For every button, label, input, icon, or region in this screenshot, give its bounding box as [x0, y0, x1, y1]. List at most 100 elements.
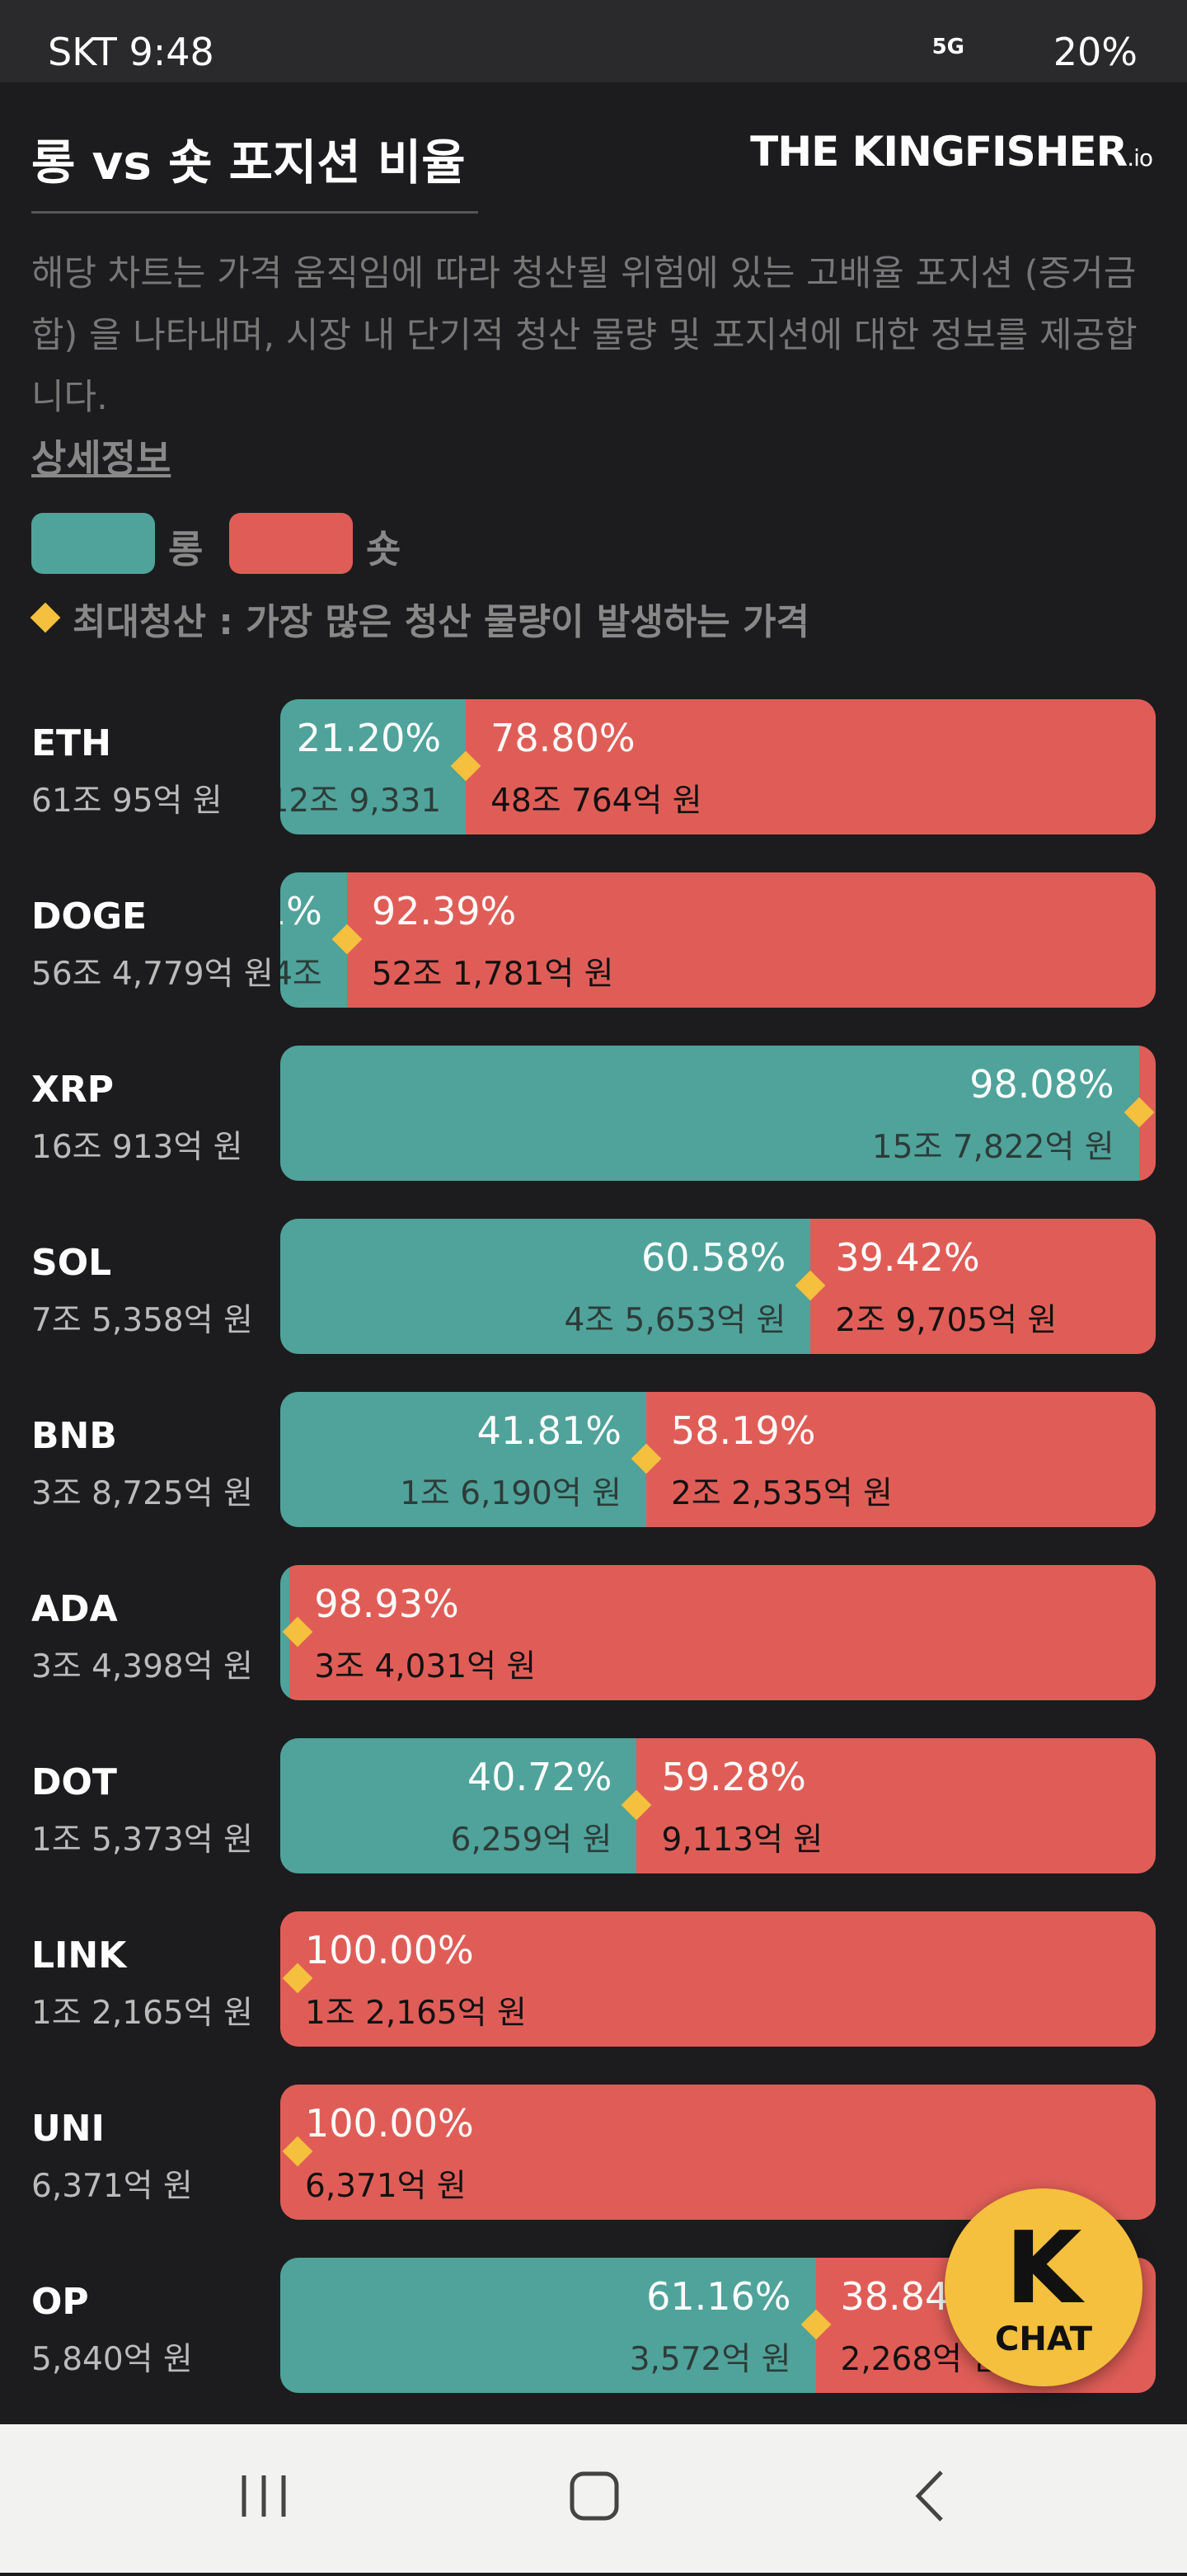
coin-total: 3조 8,725억 원: [31, 1475, 253, 1512]
coin-row: DOGE 56조 4,779억 원7.61% 4조 92.39% 52조 1,781억 …: [0, 872, 1187, 1008]
short-percent: 78.80%: [490, 716, 636, 760]
short-amount: 2조 2,535억 원: [671, 1475, 893, 1512]
short-percent: 92.39%: [371, 889, 517, 933]
coin-name: BNB: [31, 1415, 117, 1457]
recent-button[interactable]: [242, 2475, 286, 2517]
ratio-bar: 21.20% 12조 9,331 78.80% 48조 764억 원: [280, 699, 1156, 834]
short-segment: 100.00% 1조 2,165억 원: [280, 1911, 1156, 2047]
logo-suffix: .io: [1127, 144, 1153, 172]
coin-row: UNI 6,371억 원 100.00% 6,371억 원: [0, 2085, 1187, 2220]
legend-swatch-short: [229, 513, 353, 574]
short-segment: 78.80% 48조 764억 원: [466, 699, 1156, 834]
description: 해당 차트는 가격 움직임에 따라 청산될 위험에 있는 고배율 포지션 (증거…: [31, 253, 1138, 418]
coin-name: DOT: [31, 1761, 117, 1803]
coin-name: ADA: [31, 1588, 118, 1630]
long-segment: 61.16% 3,572억 원: [280, 2258, 816, 2393]
short-amount: 1조 2,165억 원: [305, 1995, 527, 2032]
chat-letter: K: [1005, 2212, 1082, 2326]
ratio-bar: 100.00% 1조 2,165억 원: [280, 1911, 1156, 2047]
short-amount: 6,371억 원: [305, 2168, 467, 2205]
coin-row: LINK 1조 2,165억 원 100.00% 1조 2,165억 원: [0, 1911, 1187, 2047]
long-percent: 60.58%: [640, 1235, 786, 1280]
page-title: 롱 vs 숏 포지션 비율: [31, 134, 466, 190]
coin-total: 16조 913억 원: [31, 1129, 243, 1166]
coin-row: XRP 16조 913억 원 98.08% 15조 7,822억 원: [0, 1046, 1187, 1181]
chat-button[interactable]: K CHAT: [945, 2188, 1142, 2386]
coin-total: 1조 2,165억 원: [31, 1995, 253, 2032]
short-segment: 39.42% 2조 9,705억 원: [810, 1219, 1156, 1354]
logo[interactable]: THE KINGFISHER.io: [750, 128, 1153, 176]
coin-row: BNB 3조 8,725억 원 41.81% 1조 6,190억 원 58.19% 2조 …: [0, 1392, 1187, 1527]
short-percent: 98.93%: [314, 1582, 459, 1626]
ratio-bar: 7.61% 4조 92.39% 52조 1,781억 원: [280, 872, 1156, 1008]
coin-total: 61조 95억 원: [31, 783, 223, 820]
divider: [31, 211, 478, 214]
chat-label: CHAT: [995, 2320, 1092, 2358]
legend-marker: [30, 602, 61, 633]
long-segment: 60.58% 4조 5,653억 원: [280, 1219, 811, 1354]
long-segment: 40.72% 6,259억 원: [280, 1738, 637, 1873]
status-bar: SKT 9:48 5G 20%: [0, 0, 1187, 82]
coin-name: OP: [31, 2281, 89, 2323]
short-percent: 100.00%: [305, 1928, 474, 1972]
back-button[interactable]: [915, 2470, 943, 2522]
long-amount: 3,572억 원: [629, 2341, 791, 2378]
coin-total: 3조 4,398억 원: [31, 1648, 253, 1685]
legend-max-liquidation: 최대청산 : 가장 많은 청산 물량이 발생하는 가격: [73, 601, 809, 643]
long-percent: 7.61%: [280, 889, 322, 933]
long-amount: 6,259억 원: [450, 1822, 612, 1859]
long-amount: 4조: [280, 956, 322, 993]
ratio-bar: 98.08% 15조 7,822억 원: [280, 1046, 1156, 1181]
battery: 20%: [1053, 30, 1138, 74]
detail-link[interactable]: 상세정보: [31, 436, 171, 481]
coin-name: UNI: [31, 2108, 105, 2150]
ratio-bar: 100.00% 6,371억 원: [280, 2085, 1156, 2220]
coin-name: SOL: [31, 1242, 112, 1284]
coin-row: SOL 7조 5,358억 원 60.58% 4조 5,653억 원 39.42% 2조 …: [0, 1219, 1187, 1354]
long-percent: 40.72%: [467, 1755, 612, 1799]
short-segment: 59.28% 9,113억 원: [636, 1738, 1156, 1873]
long-segment: 21.20% 12조 9,331: [280, 699, 467, 834]
long-amount: 15조 7,822억 원: [871, 1129, 1114, 1166]
long-segment: 98.08% 15조 7,822억 원: [280, 1046, 1139, 1181]
coin-total: 56조 4,779억 원: [31, 956, 274, 993]
home-button[interactable]: [570, 2471, 619, 2521]
coin-name: DOGE: [31, 895, 148, 938]
network: 5G: [931, 35, 964, 59]
coin-total: 5,840억 원: [31, 2341, 193, 2378]
short-amount: 9,113억 원: [661, 1822, 823, 1859]
logo-text: THE KINGFISHER: [750, 128, 1128, 176]
coin-name: LINK: [31, 1934, 127, 1977]
short-percent: 59.28%: [661, 1755, 806, 1799]
long-percent: 41.81%: [476, 1408, 622, 1453]
short-percent: 100.00%: [305, 2101, 474, 2146]
carrier-time: SKT 9:48: [48, 30, 214, 74]
long-percent: 98.08%: [969, 1062, 1114, 1107]
coin-name: XRP: [31, 1069, 115, 1111]
long-segment: 41.81% 1조 6,190억 원: [280, 1392, 647, 1527]
long-percent: 61.16%: [646, 2274, 791, 2319]
coin-total: 1조 5,373억 원: [31, 1822, 253, 1859]
coin-row: ETH 61조 95억 원 21.20% 12조 9,331 78.80% 48조 764…: [0, 699, 1187, 834]
short-amount: 2조 9,705억 원: [835, 1302, 1058, 1339]
short-amount: 52조 1,781억 원: [371, 956, 614, 993]
ratio-bar: 98.93% 3조 4,031억 원: [280, 1565, 1156, 1700]
long-amount: 1조 6,190억 원: [400, 1475, 622, 1512]
short-segment: 100.00% 6,371억 원: [280, 2085, 1156, 2220]
coin-row: DOT 1조 5,373억 원 40.72% 6,259억 원 59.28% 9,113억…: [0, 1738, 1187, 1873]
coin-name: ETH: [31, 722, 111, 764]
legend-short: 숏: [366, 527, 401, 571]
legend-swatch-long: [31, 513, 155, 574]
long-percent: 21.20%: [296, 716, 442, 760]
short-segment: 58.19% 2조 2,535억 원: [646, 1392, 1156, 1527]
coin-total: 6,371억 원: [31, 2168, 193, 2205]
short-segment: 98.93% 3조 4,031억 원: [289, 1565, 1156, 1700]
legend-long: 롱: [168, 527, 204, 571]
nav-icons: [242, 2470, 943, 2522]
short-percent: 58.19%: [671, 1408, 816, 1453]
coin-row: ADA 3조 4,398억 원 98.93% 3조 4,031억 원: [0, 1565, 1187, 1700]
long-amount: 4조 5,653억 원: [564, 1302, 786, 1339]
short-segment: 92.39% 52조 1,781억 원: [346, 872, 1156, 1008]
